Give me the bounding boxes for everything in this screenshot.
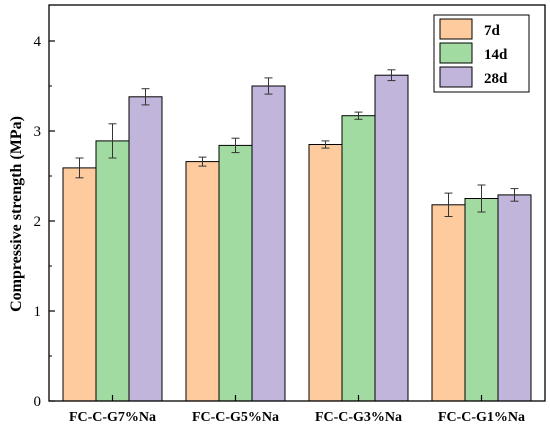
bar-7d-FC-C-G5%Na — [185, 161, 220, 402]
bar-28d-FC-C-G5%Na — [251, 85, 286, 402]
bar-28d-FC-C-G7%Na — [128, 96, 163, 402]
legend: 7d 14d 28d — [433, 14, 530, 93]
error-bar-14d-FC-C-G1%Na — [477, 184, 486, 213]
y-tick-label: 4 — [34, 34, 42, 50]
x-tick-label: FC-C-G5%Na — [192, 410, 279, 425]
error-bar-28d-FC-C-G3%Na — [387, 69, 396, 82]
bar-7d-FC-C-G7%Na — [62, 167, 97, 402]
bar-14d-FC-C-G3%Na — [341, 115, 376, 402]
error-bar-28d-FC-C-G5%Na — [264, 77, 273, 95]
error-bar-14d-FC-C-G5%Na — [231, 137, 240, 154]
y-tick-label: 3 — [34, 124, 42, 140]
x-tick-label: FC-C-G7%Na — [69, 410, 156, 425]
error-bar-14d-FC-C-G7%Na — [108, 123, 117, 159]
tick-labels-layer: FC-C-G7%Na FC-C-G5%Na FC-C-G3%Na FC-C-G1%Na… — [34, 34, 526, 425]
y-tick-label: 1 — [34, 304, 42, 320]
bars-layer — [62, 74, 532, 402]
error-bar-28d-FC-C-G1%Na — [510, 188, 519, 202]
error-bar-7d-FC-C-G1%Na — [444, 192, 453, 217]
error-bar-14d-FC-C-G3%Na — [354, 111, 363, 120]
y-tick-label: 2 — [34, 214, 42, 230]
legend-label-7d: 7d — [484, 23, 501, 39]
legend-swatch-14d — [439, 42, 473, 64]
bar-14d-FC-C-G7%Na — [95, 140, 130, 402]
legend-label-28d: 28d — [484, 71, 508, 87]
error-bar-7d-FC-C-G7%Na — [75, 157, 84, 179]
y-axis-title: Compressive strength (MPa) — [8, 116, 25, 312]
x-tick-label: FC-C-G3%Na — [315, 410, 402, 425]
error-bar-7d-FC-C-G3%Na — [321, 140, 330, 149]
legend-swatch-28d — [439, 66, 473, 88]
error-bar-7d-FC-C-G5%Na — [198, 156, 207, 167]
legend-label-14d: 14d — [484, 47, 508, 63]
bar-28d-FC-C-G1%Na — [497, 194, 532, 402]
bar-14d-FC-C-G1%Na — [464, 198, 499, 402]
bar-7d-FC-C-G1%Na — [431, 204, 466, 402]
error-bars-layer — [75, 69, 519, 217]
plot-frame — [48, 4, 546, 402]
bar-28d-FC-C-G3%Na — [374, 74, 409, 402]
y-tick-label: 0 — [34, 394, 42, 410]
axes-layer — [48, 4, 546, 402]
bar-14d-FC-C-G5%Na — [218, 144, 253, 402]
bar-7d-FC-C-G3%Na — [308, 144, 343, 402]
legend-swatch-7d — [439, 18, 473, 40]
x-tick-label: FC-C-G1%Na — [438, 410, 525, 425]
error-bar-28d-FC-C-G7%Na — [141, 88, 150, 106]
